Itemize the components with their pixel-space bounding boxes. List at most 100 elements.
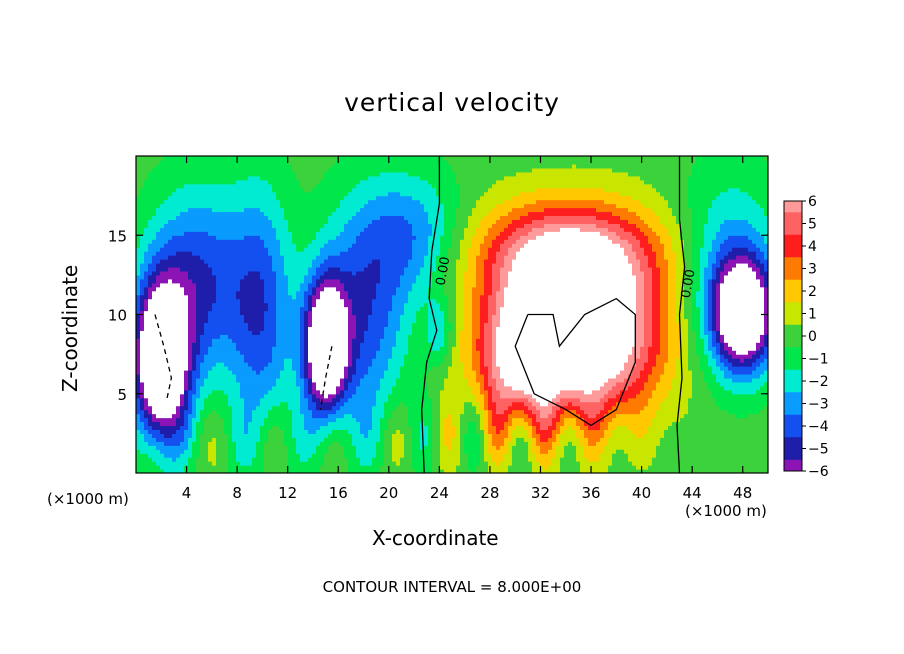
field-cell [188,405,193,411]
field-cell [192,270,197,276]
field-cell [148,163,153,169]
field-cell [248,294,253,300]
field-cell [340,306,345,312]
field-cell [212,385,217,391]
field-cell [284,290,289,296]
field-cell [364,278,369,284]
field-cell [176,373,181,379]
field-cell [360,310,365,316]
field-cell [260,417,265,423]
field-cell [292,373,297,379]
field-cell [288,421,293,427]
field-cell [364,322,369,327]
field-cell [208,433,213,438]
field-cell [308,342,313,347]
field-cell [324,385,329,391]
field-cell [376,469,381,473]
field-cell [280,274,285,280]
field-cell [244,338,249,343]
field-cell [172,207,177,213]
field-cell [288,270,293,276]
field-cell [236,167,241,173]
field-cell [184,259,189,264]
field-cell [164,417,169,423]
field-cell [164,183,169,189]
field-cell [180,294,185,300]
field-cell [372,306,377,312]
field-cell [176,156,181,161]
field-cell [336,274,341,280]
field-cell [368,290,373,296]
field-cell [272,330,277,335]
field-cell [308,298,313,304]
field-cell [184,262,189,268]
field-cell [340,417,345,423]
field-cell [336,203,341,209]
field-cell [300,262,305,268]
field-cell [320,270,325,276]
field-cell [160,159,165,165]
field-cell [176,421,181,427]
field-cell [356,286,361,292]
field-cell [352,195,357,201]
field-cell [332,219,337,224]
field-cell [188,322,193,327]
field-cell [380,346,385,351]
field-cell [376,159,381,165]
field-cell [196,377,201,383]
field-cell [212,282,217,288]
field-cell [284,389,289,395]
field-cell [308,429,313,434]
field-cell [264,243,269,248]
field-cell [236,381,241,387]
field-cell [176,167,181,173]
field-cell [196,465,201,470]
field-cell [380,433,385,438]
field-cell [380,409,385,415]
field-cell [224,330,229,335]
field-cell [164,231,169,236]
field-cell [276,453,281,458]
field-cell [236,425,241,431]
field-cell [216,369,221,375]
field-cell [348,457,353,462]
field-cell [260,203,265,209]
field-cell [264,239,269,244]
field-cell [264,338,269,343]
field-cell [360,270,365,276]
field-cell [172,219,177,224]
field-cell [268,461,273,466]
field-cell [232,286,237,292]
field-cell [172,409,177,415]
field-cell [360,358,365,363]
field-cell [256,191,261,197]
field-cell [376,179,381,185]
field-cell [364,286,369,292]
field-cell [264,405,269,411]
field-cell [352,449,357,454]
field-cell [272,167,277,173]
field-cell [216,286,221,292]
field-cell [324,199,329,205]
field-cell [236,243,241,248]
field-cell [216,330,221,335]
field-cell [184,338,189,343]
field-cell [260,449,265,454]
field-cell [372,239,377,244]
field-cell [372,187,377,193]
field-cell [328,346,333,351]
field-cell [232,322,237,327]
field-cell [220,425,225,431]
field-cell [280,262,285,268]
field-cell [236,278,241,284]
field-cell [244,354,249,359]
field-cell [172,393,177,399]
field-cell [356,247,361,252]
field-cell [160,175,165,181]
field-cell [160,330,165,335]
field-cell [240,274,245,280]
field-cell [180,457,185,462]
field-cell [332,346,337,351]
field-cell [320,255,325,260]
field-cell [220,322,225,327]
